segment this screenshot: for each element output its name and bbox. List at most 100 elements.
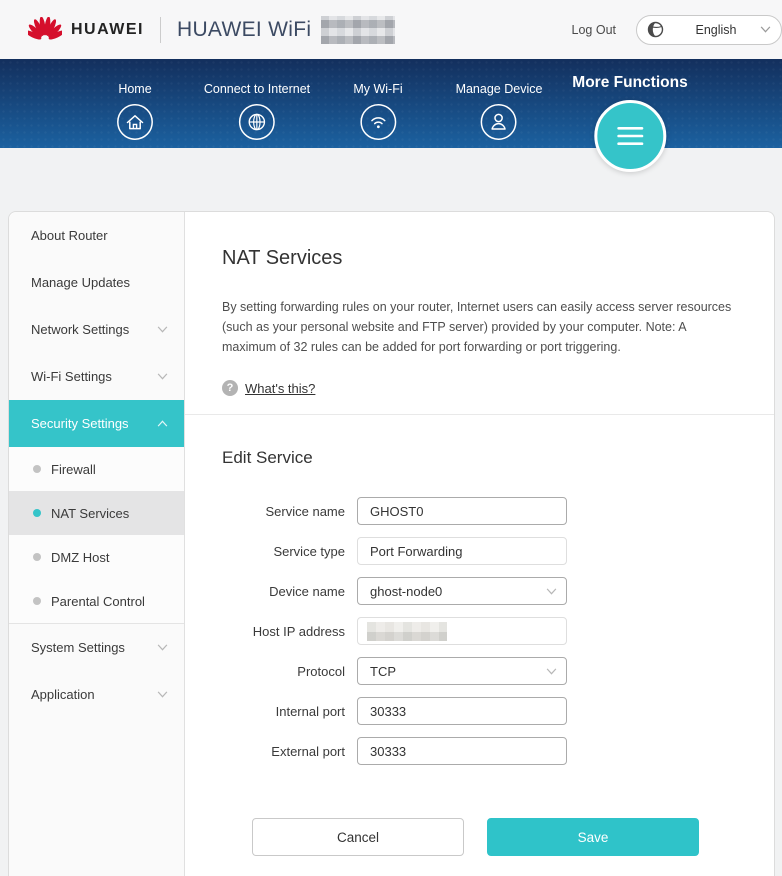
service-type-field: Port Forwarding: [357, 537, 567, 565]
nav-internet-label: Connect to Internet: [203, 82, 311, 96]
chevron-down-icon: [157, 691, 168, 698]
brand-area: HUAWEI HUAWEI WiFi: [28, 15, 396, 44]
nav-item-home[interactable]: Home: [116, 59, 154, 141]
sidebar-item-application[interactable]: Application: [9, 671, 184, 718]
brand-name: HUAWEI: [71, 20, 144, 38]
nav-home-label: Home: [118, 82, 152, 96]
sidebar-subitem-firewall[interactable]: Firewall: [9, 447, 184, 491]
external-port-label: External port: [271, 743, 345, 759]
chevron-down-icon: [760, 26, 771, 33]
sidebar-label: Wi-Fi Settings: [31, 369, 112, 384]
sidebar-sublabel: NAT Services: [51, 505, 130, 521]
nav-device-label: Manage Device: [455, 82, 543, 96]
nav-wifi-label: My Wi-Fi: [353, 82, 403, 96]
bullet-icon: [33, 509, 41, 517]
form-actions: Cancel Save: [252, 818, 737, 856]
bullet-icon: [33, 597, 41, 605]
globe-icon: [239, 104, 275, 140]
sidebar-sublabel: Parental Control: [51, 593, 145, 609]
form-row-service-type: Service type Port Forwarding: [222, 537, 737, 565]
main-navbar: Home Connect to Internet My Wi-Fi: [0, 59, 782, 172]
service-type-value: Port Forwarding: [370, 543, 463, 559]
huawei-logo-icon: [28, 16, 62, 40]
form-row-protocol: Protocol TCP: [222, 657, 737, 685]
sidebar-label: Security Settings: [31, 416, 129, 431]
sidebar-item-system-settings[interactable]: System Settings: [9, 624, 184, 671]
home-icon: [117, 104, 153, 140]
sidebar-label: Application: [31, 687, 95, 702]
chevron-down-icon: [157, 644, 168, 651]
edit-service-form: Service name Service type Port Forwardin…: [222, 497, 737, 765]
sidebar-label: System Settings: [31, 640, 125, 655]
nat-services-panel: NAT Services By setting forwarding rules…: [185, 212, 774, 876]
chevron-down-icon: [546, 587, 557, 595]
sidebar-sublabel: Firewall: [51, 461, 96, 477]
nav-item-manage-device[interactable]: Manage Device: [455, 59, 543, 141]
nav-more-label: More Functions: [572, 74, 688, 91]
product-title: HUAWEI WiFi: [177, 17, 312, 41]
chevron-up-icon: [157, 420, 168, 427]
save-button[interactable]: Save: [487, 818, 699, 856]
sidebar-subitem-dmz-host[interactable]: DMZ Host: [9, 535, 184, 579]
bullet-icon: [33, 465, 41, 473]
internal-port-input[interactable]: [357, 697, 567, 725]
nav-item-more-functions[interactable]: More Functions: [572, 59, 688, 172]
device-name-value: ghost-node0: [370, 583, 443, 599]
settings-sidebar: About Router Manage Updates Network Sett…: [9, 212, 185, 876]
nav-item-my-wifi[interactable]: My Wi-Fi: [353, 59, 403, 141]
help-question-icon: ?: [222, 380, 238, 396]
page-description: By setting forwarding rules on your rout…: [222, 300, 732, 354]
external-port-input[interactable]: [357, 737, 567, 765]
sidebar-label: About Router: [31, 228, 108, 243]
sidebar-subitem-parental-control[interactable]: Parental Control: [9, 579, 184, 623]
sidebar-label: Network Settings: [31, 322, 130, 337]
form-row-device-name: Device name ghost-node0: [222, 577, 737, 605]
brand-divider: [160, 16, 161, 43]
sidebar-subitem-nat-services[interactable]: NAT Services: [9, 491, 184, 535]
cancel-button[interactable]: Cancel: [252, 818, 464, 856]
content-card: About Router Manage Updates Network Sett…: [8, 211, 775, 876]
chevron-down-icon: [157, 326, 168, 333]
language-selector[interactable]: English: [636, 14, 782, 45]
form-row-external-port: External port: [222, 737, 737, 765]
protocol-select[interactable]: TCP: [357, 657, 567, 685]
edit-service-title: Edit Service: [222, 448, 313, 467]
language-value: English: [695, 22, 737, 37]
device-name-select[interactable]: ghost-node0: [357, 577, 567, 605]
form-row-service-name: Service name: [222, 497, 737, 525]
sidebar-item-about-router[interactable]: About Router: [9, 212, 184, 259]
protocol-label: Protocol: [297, 663, 345, 679]
sidebar-item-manage-updates[interactable]: Manage Updates: [9, 259, 184, 306]
more-functions-button[interactable]: [593, 100, 666, 172]
top-header: HUAWEI HUAWEI WiFi Log Out English: [0, 0, 782, 59]
user-icon: [481, 104, 517, 140]
chevron-down-icon: [157, 373, 168, 380]
menu-icon: [616, 127, 643, 145]
globe-language-icon: [647, 21, 664, 38]
redacted-model-mosaic: [321, 15, 396, 44]
internal-port-label: Internal port: [275, 703, 345, 719]
whats-this-label: What's this?: [245, 380, 316, 396]
sidebar-item-security-settings[interactable]: Security Settings: [9, 400, 184, 447]
sidebar-item-network-settings[interactable]: Network Settings: [9, 306, 184, 353]
protocol-value: TCP: [370, 663, 396, 679]
host-ip-field: [357, 617, 567, 645]
service-name-input[interactable]: [357, 497, 567, 525]
section-divider: [185, 414, 774, 415]
nav-item-connect-to-internet[interactable]: Connect to Internet: [204, 59, 310, 141]
chevron-down-icon: [546, 667, 557, 675]
sidebar-divider: [9, 623, 184, 624]
whats-this-link[interactable]: ? What's this?: [222, 380, 737, 396]
wifi-icon: [360, 104, 396, 140]
service-name-label: Service name: [265, 503, 345, 519]
sidebar-label: Manage Updates: [31, 275, 131, 290]
bullet-icon: [33, 553, 41, 561]
sidebar-sublabel: DMZ Host: [51, 549, 110, 565]
service-type-label: Service type: [273, 543, 345, 559]
redacted-ip-mosaic: [367, 621, 447, 641]
form-row-internal-port: Internal port: [222, 697, 737, 725]
page-title: NAT Services: [222, 247, 343, 269]
logout-link[interactable]: Log Out: [571, 22, 616, 37]
sidebar-item-wifi-settings[interactable]: Wi-Fi Settings: [9, 353, 184, 400]
